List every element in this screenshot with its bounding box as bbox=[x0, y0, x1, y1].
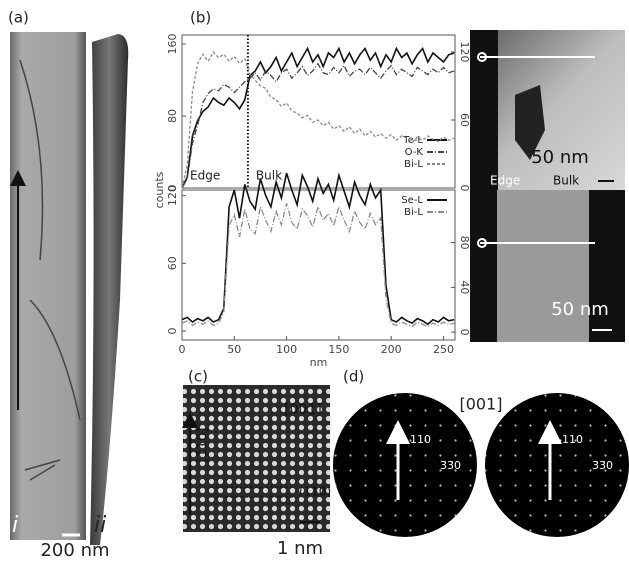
strip-label: i bbox=[12, 513, 18, 538]
x-tick-label: 0 bbox=[179, 343, 186, 356]
figure: (a) (b) (c) (d) i ii 200 nm 50 nm Edge B… bbox=[0, 0, 629, 562]
panel-label: (b) bbox=[190, 9, 211, 27]
x-tick-label: 200 bbox=[381, 343, 402, 356]
zone-axis: [001] bbox=[284, 402, 322, 418]
y2-tick-label: 40 bbox=[458, 280, 471, 294]
region-label: Bulk bbox=[553, 174, 579, 188]
plane-label: (110) bbox=[299, 485, 331, 499]
y-tick-label: 0 bbox=[166, 327, 179, 334]
legend-label: Bi-L bbox=[404, 159, 423, 170]
tem-image bbox=[90, 34, 128, 545]
x-tick-label: 250 bbox=[433, 343, 454, 356]
y2-tick-label: 0 bbox=[458, 329, 471, 336]
y-axis-label: counts bbox=[153, 171, 166, 208]
series-line bbox=[182, 203, 454, 326]
panel-label: (c) bbox=[188, 368, 208, 386]
spot-label: 110 bbox=[562, 433, 583, 446]
scale-text: 1 nm bbox=[277, 538, 323, 559]
x-tick-label: 150 bbox=[328, 343, 349, 356]
zone-axis: [001] bbox=[459, 395, 502, 414]
strip-label: ii bbox=[94, 513, 106, 538]
legend-label: Se-L bbox=[401, 195, 423, 206]
panel-label: (d) bbox=[343, 368, 364, 386]
legend-label: O-K bbox=[405, 147, 424, 158]
y2-tick-label: 80 bbox=[458, 236, 471, 250]
direction-label: [1̄10] bbox=[196, 428, 211, 463]
spot-label: 3̄3̄0 bbox=[592, 459, 613, 472]
y-tick-label: 60 bbox=[166, 256, 179, 270]
spot-label: 3̄3̄0 bbox=[440, 459, 461, 472]
y-tick-label: 120 bbox=[166, 185, 179, 206]
scale-text: 50 nm bbox=[551, 299, 609, 320]
x-axis-label: nm bbox=[310, 356, 328, 369]
scale-text: 50 nm bbox=[531, 147, 589, 168]
x-tick-label: 50 bbox=[227, 343, 241, 356]
region-annotation: Edge bbox=[190, 169, 220, 183]
scale-text: 200 nm bbox=[40, 540, 109, 561]
y2-tick-label: 0 bbox=[458, 185, 471, 192]
y2-tick-label: 60 bbox=[458, 113, 471, 127]
legend-label: Bi-L bbox=[404, 207, 423, 218]
panel-label: (a) bbox=[8, 9, 29, 27]
legend-label: Te-L bbox=[402, 135, 423, 146]
region-label: Edge bbox=[490, 174, 520, 188]
spot-label: 110 bbox=[410, 433, 431, 446]
y-tick-label: 80 bbox=[166, 109, 179, 123]
y-tick-label: 160 bbox=[166, 34, 179, 55]
y2-tick-label: 120 bbox=[458, 42, 471, 63]
x-tick-label: 100 bbox=[276, 343, 297, 356]
page: {"panel_labels": ["(a)", "(b)", "(c)", "… bbox=[0, 0, 629, 562]
